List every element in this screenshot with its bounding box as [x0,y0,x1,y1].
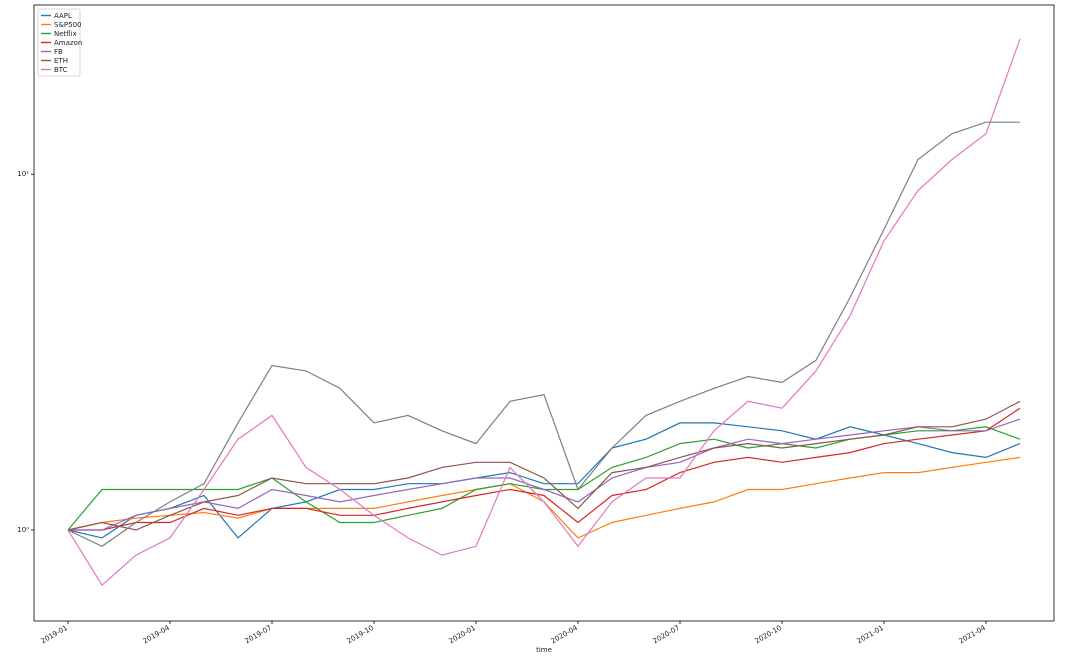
legend-label: S&P500 [54,21,81,29]
x-tick-label: 2021-04 [958,624,988,646]
x-tick-label: 2019-04 [142,624,172,646]
y-tick-label: 10¹ [17,170,29,178]
legend-label: Amazon [54,39,82,47]
x-tick-label: 2020-04 [550,624,580,646]
legend-label: BTC [54,66,68,74]
x-tick-label: 2020-10 [754,624,783,646]
series-line [67,400,1021,531]
series-line [67,422,1021,539]
x-tick-label: 2019-01 [40,624,69,646]
series-line [68,407,1021,531]
y-tick-label: 10⁰ [17,526,29,534]
legend-label: Netflix [54,30,77,38]
legend-label: ETH [54,57,68,65]
series-line [67,456,1021,539]
x-tick-label: 2021-01 [856,624,885,646]
series-line [67,121,1020,547]
x-axis-label: time [536,646,552,654]
series-line [67,38,1021,587]
legend-label: AAPL [54,12,72,20]
plot-frame [33,4,1055,622]
x-tick-label: 2020-01 [448,624,477,646]
x-tick-label: 2020-07 [652,624,681,646]
series-line [68,418,1021,531]
x-tick-label: 2019-10 [346,624,375,646]
x-tick-label: 2019-07 [244,624,273,646]
legend-box [37,8,81,77]
legend-label: FB [54,48,63,56]
